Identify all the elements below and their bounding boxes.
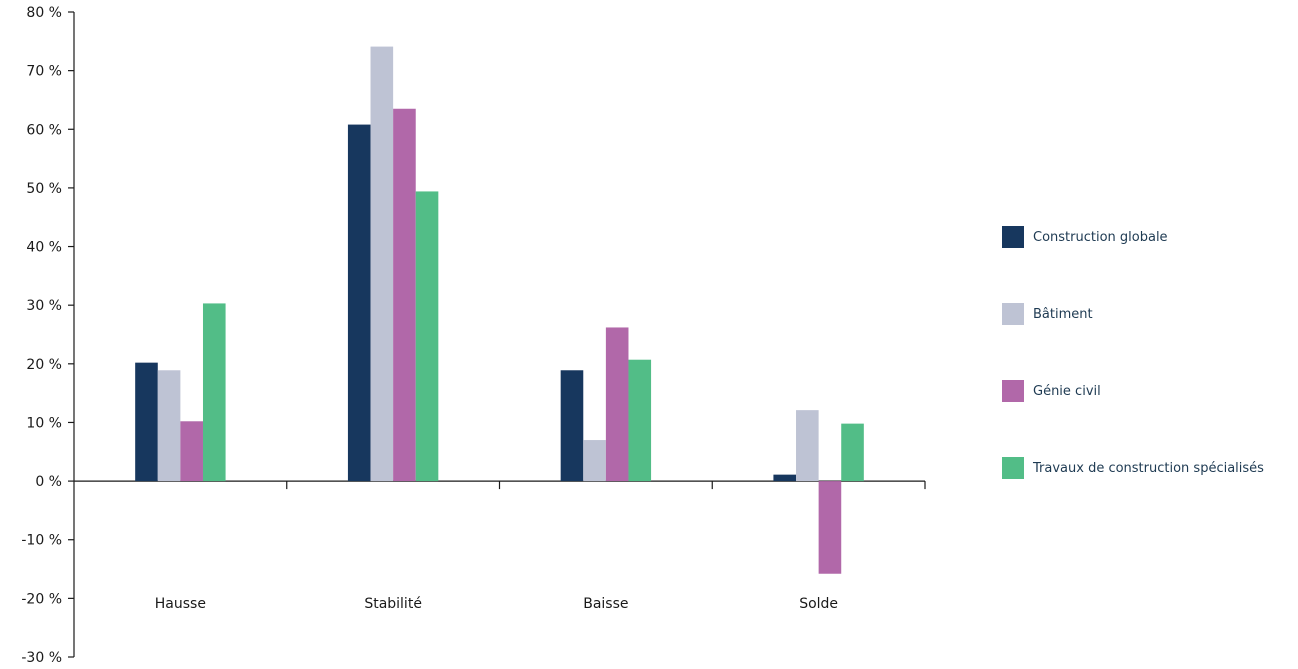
y-tick-label: 70 % <box>26 64 62 80</box>
legend-swatch <box>1002 457 1024 479</box>
y-tick-label: 30 % <box>26 298 62 314</box>
legend-swatch <box>1002 380 1024 402</box>
bars-layer <box>135 46 864 574</box>
bar-construction-globale-1 <box>347 124 371 482</box>
y-tick-label: 0 % <box>35 474 62 490</box>
legend-label: Génie civil <box>1033 384 1101 399</box>
category-label: Hausse <box>155 596 206 612</box>
bar-construction-globale-0 <box>135 362 158 482</box>
category-label: Baisse <box>583 596 628 612</box>
bar-travaux-de-construction-sp-cialis-s-0 <box>202 303 226 482</box>
y-tick-label: 20 % <box>26 357 62 373</box>
bar-b-timent-1 <box>370 46 394 482</box>
y-tick-label: 50 % <box>26 181 62 197</box>
legend: Construction globale Bâtiment Génie civil T… <box>1002 226 1264 479</box>
y-tick-label: -20 % <box>21 591 62 607</box>
bar-construction-globale-3 <box>773 474 797 482</box>
y-tick-label: 60 % <box>26 122 62 138</box>
bar-travaux-de-construction-sp-cialis-s-2 <box>628 359 652 482</box>
bar-g-nie-civil-2 <box>605 327 629 482</box>
bar-b-timent-0 <box>157 370 181 482</box>
axes-layer <box>68 11 926 658</box>
legend-swatch <box>1002 303 1024 325</box>
legend-label: Travaux de construction spécialisés <box>1032 461 1264 476</box>
bar-construction-globale-2 <box>560 370 584 482</box>
bar-travaux-de-construction-sp-cialis-s-1 <box>415 191 439 482</box>
y-tick-label: 40 % <box>26 240 62 256</box>
bar-g-nie-civil-3 <box>818 481 842 574</box>
category-label: Solde <box>799 596 838 612</box>
legend-swatch <box>1002 226 1024 248</box>
legend-label: Bâtiment <box>1033 307 1093 322</box>
bar-travaux-de-construction-sp-cialis-s-3 <box>841 423 864 482</box>
bar-b-timent-3 <box>796 410 819 482</box>
bar-g-nie-civil-0 <box>180 421 203 482</box>
bar-g-nie-civil-1 <box>393 108 416 482</box>
y-tick-label: -10 % <box>21 533 62 549</box>
bar-b-timent-2 <box>583 440 606 482</box>
y-tick-label: -30 % <box>21 650 62 665</box>
labels-layer: 80 % 70 % 60 % 50 % 40 % 30 % 20 % 10 % 0 % -10 %… <box>21 5 838 666</box>
legend-label: Construction globale <box>1033 230 1168 245</box>
y-tick-label: 10 % <box>26 415 62 431</box>
category-label: Stabilité <box>364 596 422 612</box>
y-tick-label: 80 % <box>26 5 62 21</box>
